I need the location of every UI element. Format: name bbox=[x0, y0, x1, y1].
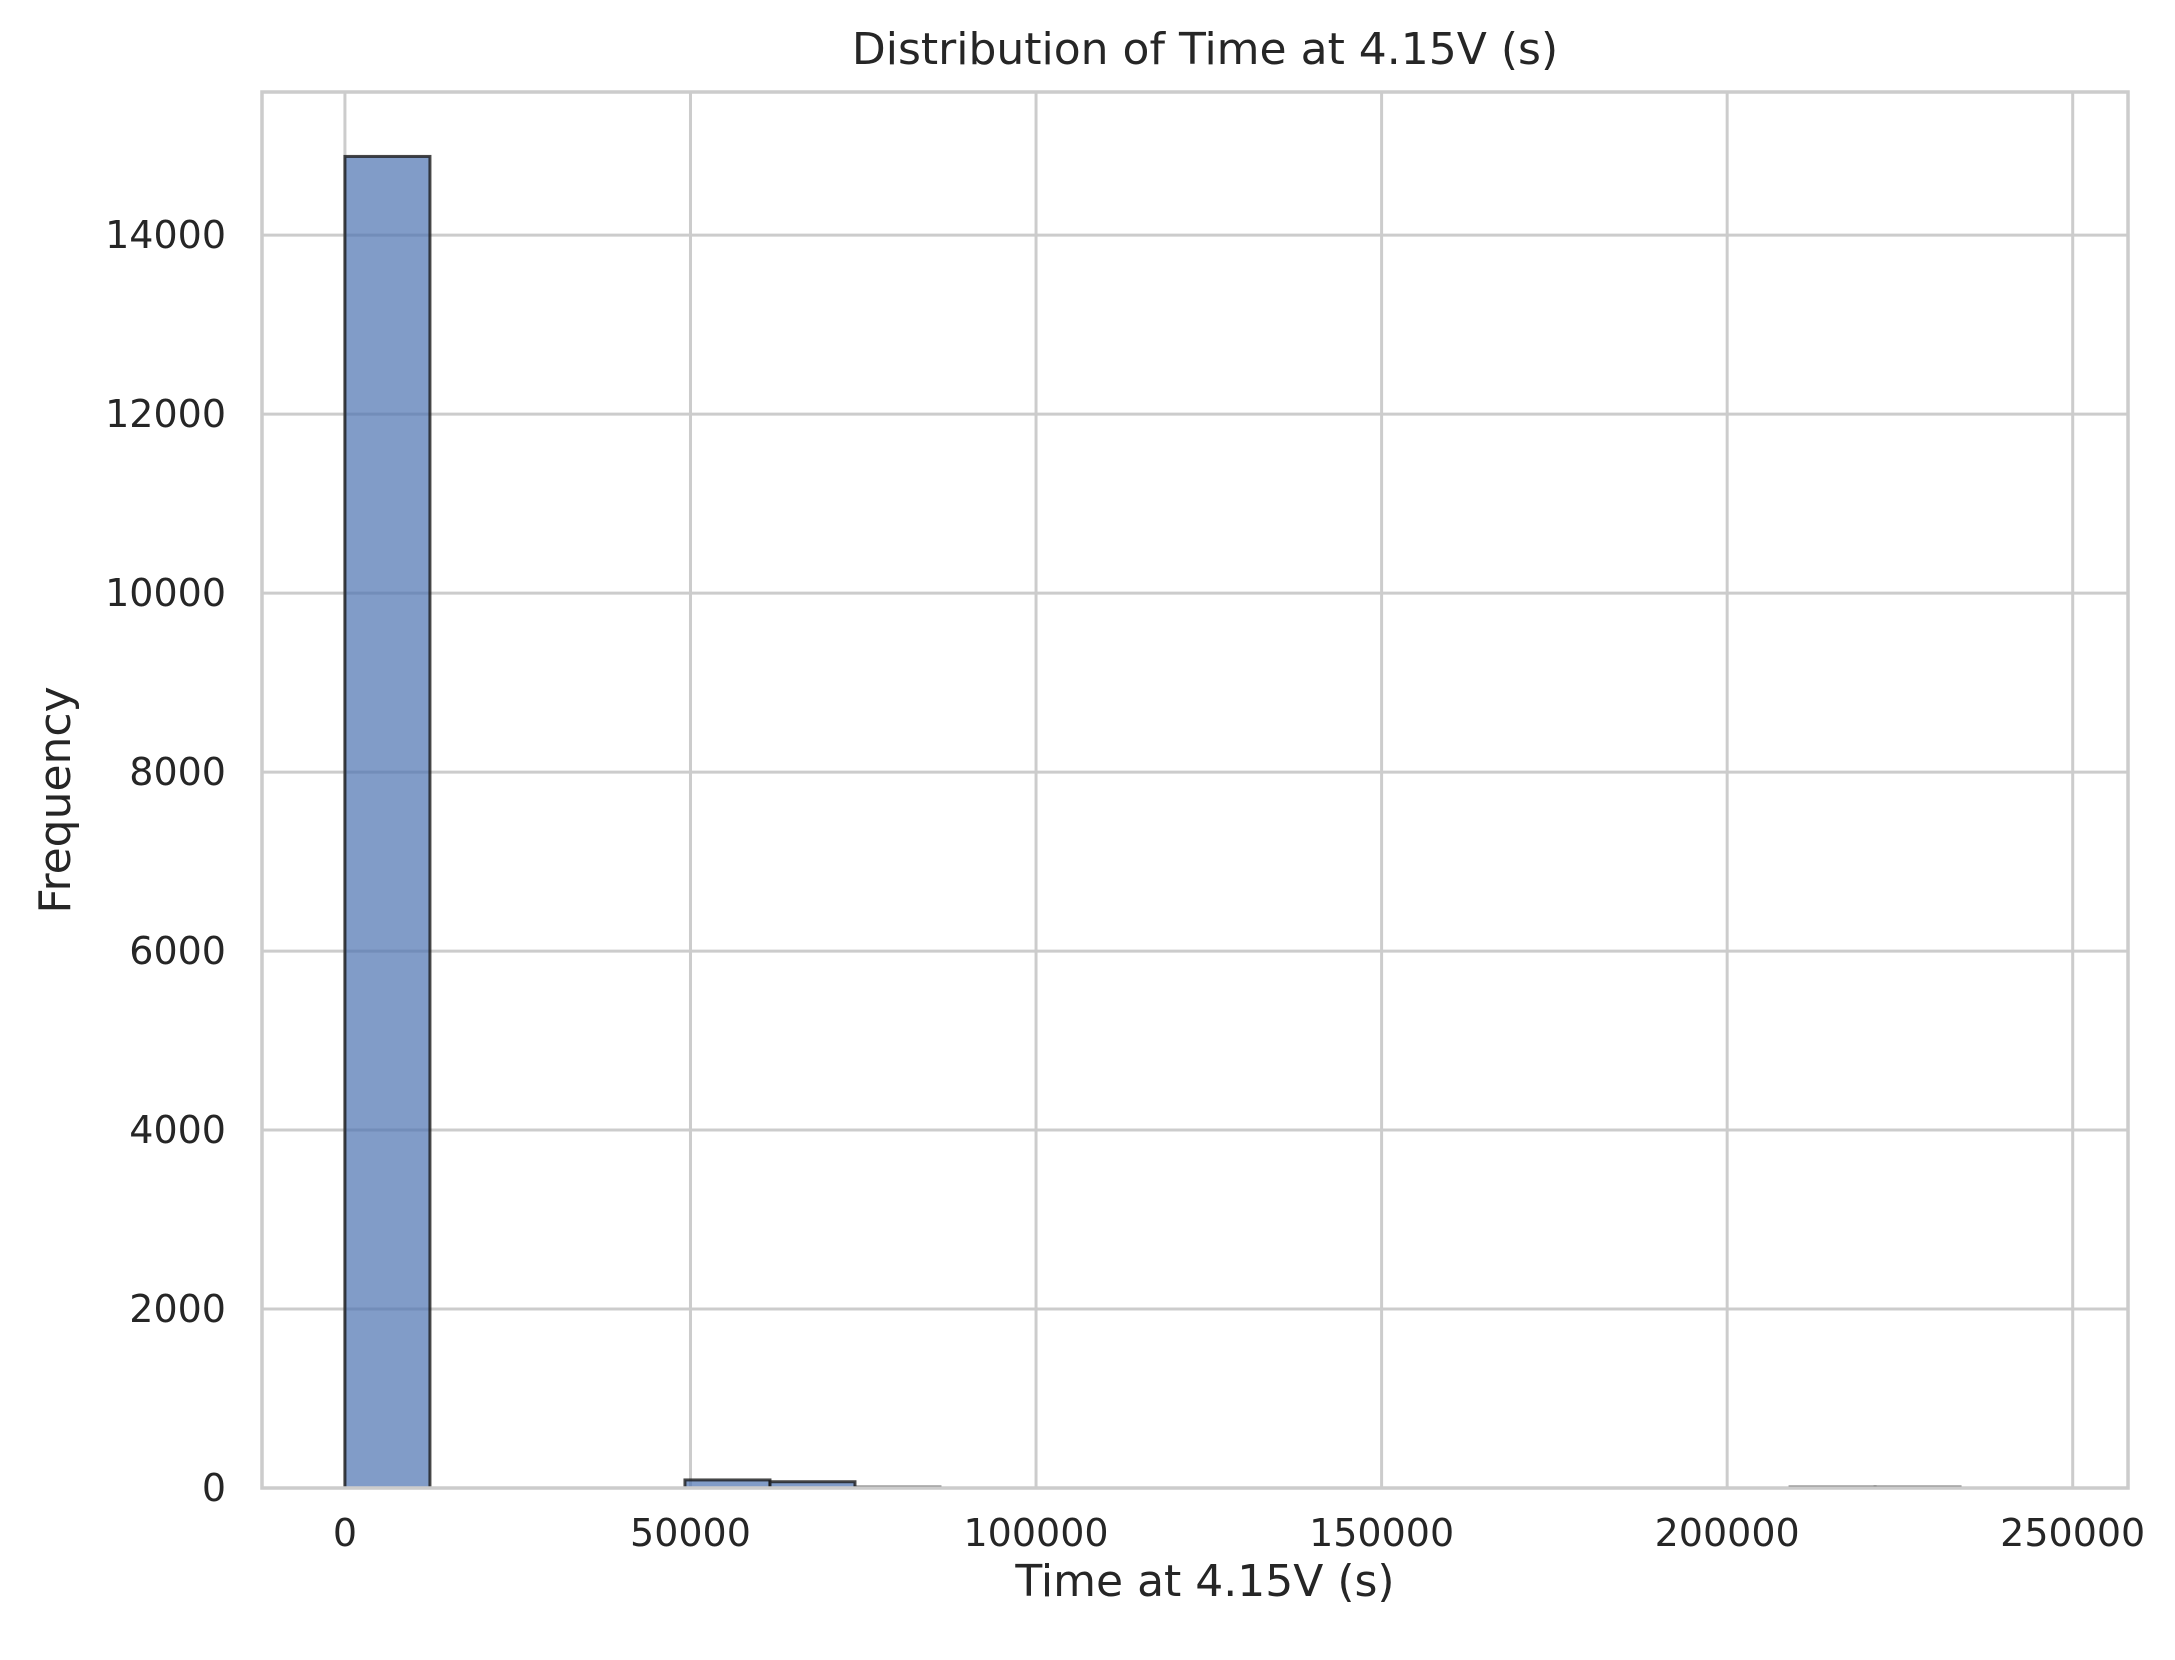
chart-title: Distribution of Time at 4.15V (s) bbox=[852, 24, 1558, 75]
x-axis-label: Time at 4.15V (s) bbox=[1014, 1556, 1394, 1607]
x-tick-label: 200000 bbox=[1655, 1511, 1800, 1555]
x-tick-label: 100000 bbox=[964, 1511, 1109, 1555]
y-tick-label: 4000 bbox=[129, 1108, 226, 1152]
axes-frame bbox=[260, 90, 2130, 1490]
x-tick-label: 50000 bbox=[630, 1511, 751, 1555]
grid-lines bbox=[262, 92, 2128, 1490]
y-tick-label: 2000 bbox=[129, 1287, 226, 1331]
y-tick-label: 0 bbox=[202, 1466, 226, 1510]
y-tick-label: 10000 bbox=[105, 571, 226, 615]
x-tick-label: 250000 bbox=[2000, 1511, 2145, 1555]
y-axis-label: Frequency bbox=[30, 686, 81, 913]
x-tick-label: 0 bbox=[333, 1511, 357, 1555]
histogram-bar bbox=[343, 154, 432, 1490]
plot-frame bbox=[260, 90, 2130, 1490]
y-tick-label: 8000 bbox=[129, 750, 226, 794]
x-tick-label: 150000 bbox=[1309, 1511, 1454, 1555]
y-tick-label: 6000 bbox=[129, 929, 226, 973]
y-tick-label: 12000 bbox=[105, 392, 226, 436]
y-tick-labels: 0 2000 4000 6000 8000 10000 12000 14000 bbox=[105, 213, 226, 1510]
x-tick-labels: 0 50000 100000 150000 200000 250000 bbox=[333, 1511, 2145, 1555]
y-tick-label: 14000 bbox=[105, 213, 226, 257]
histogram-bars bbox=[343, 154, 1962, 1490]
